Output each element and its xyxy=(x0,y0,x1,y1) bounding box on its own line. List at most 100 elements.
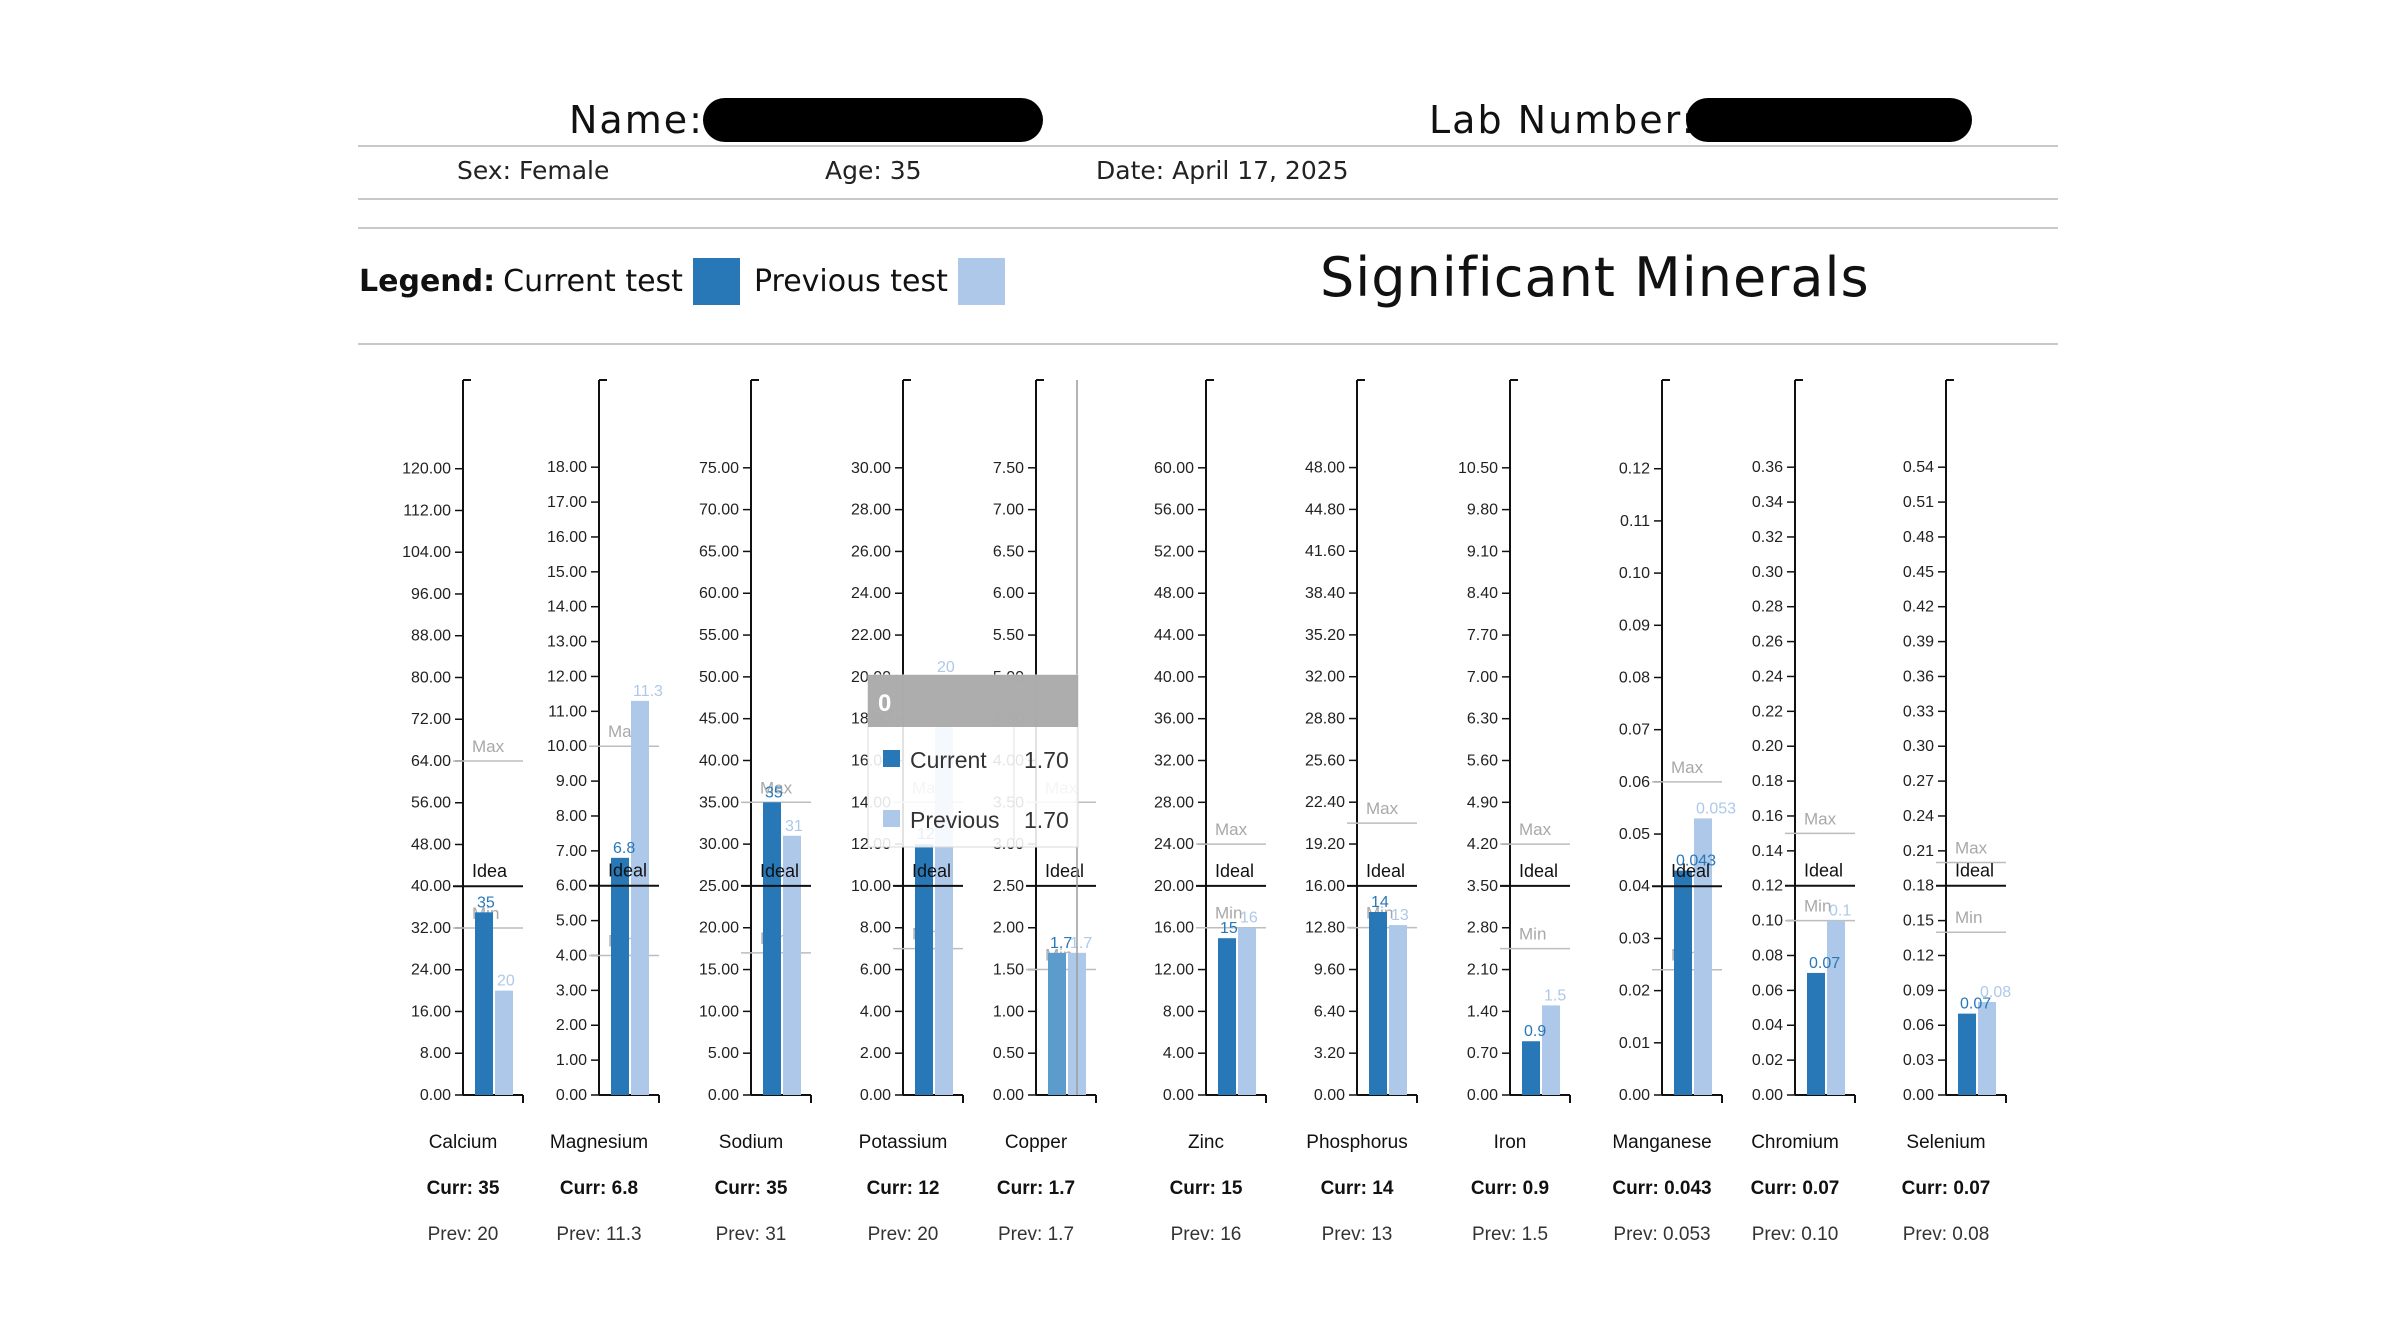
potassium-tick-label: 2.00 xyxy=(860,1045,891,1062)
magnesium-tick-label: 16.00 xyxy=(547,529,587,546)
magnesium-tick-label: 4.00 xyxy=(556,947,587,964)
iron-previous-summary: Prev: 1.5 xyxy=(1472,1224,1548,1245)
calcium-tick-label: 40.00 xyxy=(411,878,451,895)
iron-current-value: 0.9 xyxy=(1524,1023,1546,1040)
sodium-max-label: Max xyxy=(760,778,793,797)
manganese-name-label: Manganese xyxy=(1612,1132,1711,1153)
potassium-previous-value: 20 xyxy=(937,659,955,676)
zinc-tick-label: 20.00 xyxy=(1154,878,1194,895)
sodium-tick-label: 0.00 xyxy=(708,1087,739,1104)
potassium-previous-summary: Prev: 20 xyxy=(868,1224,939,1245)
sodium-name-label: Sodium xyxy=(719,1132,783,1153)
phosphorus-tick-label: 48.00 xyxy=(1305,460,1345,477)
potassium-tick-label: 0.00 xyxy=(860,1087,891,1104)
chart-title: Significant Minerals xyxy=(1320,246,1870,309)
age-field: Age: 35 xyxy=(825,156,922,185)
calcium-tick-label: 80.00 xyxy=(411,669,451,686)
iron-tick-label: 3.50 xyxy=(1467,878,1498,895)
selenium-tick-label: 0.15 xyxy=(1903,913,1934,930)
chromium-tick-label: 0.28 xyxy=(1752,599,1783,616)
selenium-current-value: 0.07 xyxy=(1960,996,1991,1013)
phosphorus-tick-label: 6.40 xyxy=(1314,1003,1345,1020)
zinc-tick-label: 8.00 xyxy=(1163,1003,1194,1020)
iron-min-label: Min xyxy=(1519,925,1546,944)
phosphorus-previous-bar xyxy=(1389,925,1407,1095)
zinc-tick-label: 4.00 xyxy=(1163,1045,1194,1062)
zinc-previous-bar xyxy=(1238,927,1256,1095)
calcium-tick-label: 0.00 xyxy=(420,1087,451,1104)
calcium-current-summary: Curr: 35 xyxy=(427,1178,500,1199)
iron-ideal-label: Ideal xyxy=(1519,861,1558,881)
chromium-tick-label: 0.18 xyxy=(1752,773,1783,790)
phosphorus-name-label: Phosphorus xyxy=(1306,1132,1407,1153)
calcium-tick-label: 16.00 xyxy=(411,1003,451,1020)
copper-tick-label: 7.50 xyxy=(993,460,1024,477)
selenium-tick-label: 0.06 xyxy=(1903,1017,1934,1034)
calcium-tick-label: 104.00 xyxy=(402,544,451,561)
selenium-tick-label: 0.54 xyxy=(1903,459,1934,476)
sodium-tick-label: 5.00 xyxy=(708,1045,739,1062)
tooltip-row-value: 1.70 xyxy=(1024,807,1069,833)
sodium-tick-label: 70.00 xyxy=(699,502,739,519)
iron-tick-label: 7.70 xyxy=(1467,627,1498,644)
calcium-current-value: 35 xyxy=(477,894,495,911)
sodium-tick-label: 65.00 xyxy=(699,543,739,560)
magnesium-tick-label: 9.00 xyxy=(556,773,587,790)
magnesium-current-value: 6.8 xyxy=(613,840,635,857)
selenium-tick-label: 0.21 xyxy=(1903,843,1934,860)
tooltip-row-label: Previous xyxy=(910,807,999,833)
manganese-tick-label: 0.01 xyxy=(1619,1035,1650,1052)
zinc-tick-label: 0.00 xyxy=(1163,1087,1194,1104)
iron-tick-label: 0.70 xyxy=(1467,1045,1498,1062)
sodium-tick-label: 20.00 xyxy=(699,920,739,937)
zinc-max-label: Max xyxy=(1215,820,1248,839)
copper-tick-label: 2.00 xyxy=(993,920,1024,937)
sodium-previous-summary: Prev: 31 xyxy=(716,1224,787,1245)
legend: Legend: Current test Previous test xyxy=(359,258,1019,305)
selenium-tick-label: 0.24 xyxy=(1903,808,1934,825)
potassium-tick-label: 8.00 xyxy=(860,920,891,937)
copper-tick-label: 2.50 xyxy=(993,878,1024,895)
zinc-tick-label: 56.00 xyxy=(1154,502,1194,519)
chromium-tick-label: 0.00 xyxy=(1752,1087,1783,1104)
magnesium-tick-label: 5.00 xyxy=(556,913,587,930)
zinc-tick-label: 60.00 xyxy=(1154,460,1194,477)
iron-tick-label: 1.40 xyxy=(1467,1003,1498,1020)
manganese-tick-label: 0.04 xyxy=(1619,878,1650,895)
zinc-name-label: Zinc xyxy=(1188,1132,1224,1153)
chromium-min-label: Min xyxy=(1804,897,1831,916)
legend-previous-label: Previous test xyxy=(753,264,948,299)
zinc-current-bar xyxy=(1218,938,1236,1095)
calcium-tick-label: 72.00 xyxy=(411,711,451,728)
selenium-tick-label: 0.45 xyxy=(1903,564,1934,581)
calcium-previous-summary: Prev: 20 xyxy=(428,1224,499,1245)
magnesium-tick-label: 10.00 xyxy=(547,738,587,755)
manganese-current-summary: Curr: 0.043 xyxy=(1612,1178,1711,1199)
magnesium-tick-label: 18.00 xyxy=(547,459,587,476)
iron-current-summary: Curr: 0.9 xyxy=(1471,1178,1549,1199)
chromium-previous-summary: Prev: 0.10 xyxy=(1752,1224,1839,1245)
manganese-tick-label: 0.11 xyxy=(1620,513,1650,530)
potassium-tick-label: 4.00 xyxy=(860,1003,891,1020)
iron-tick-label: 8.40 xyxy=(1467,585,1498,602)
legend-current-swatch xyxy=(692,258,740,305)
chromium-tick-label: 0.30 xyxy=(1752,564,1783,581)
potassium-name-label: Potassium xyxy=(859,1132,948,1153)
magnesium-tick-label: 13.00 xyxy=(547,634,587,651)
selenium-current-bar xyxy=(1958,1013,1976,1095)
calcium-name-label: Calcium xyxy=(429,1132,498,1153)
copper-tick-label: 0.50 xyxy=(993,1045,1024,1062)
chromium-tick-label: 0.14 xyxy=(1752,843,1783,860)
copper-current-summary: Curr: 1.7 xyxy=(997,1178,1075,1199)
selenium-tick-label: 0.12 xyxy=(1903,947,1934,964)
manganese-tick-label: 0.00 xyxy=(1619,1087,1650,1104)
potassium-tick-label: 10.00 xyxy=(851,878,891,895)
phosphorus-current-value: 14 xyxy=(1371,894,1389,911)
phosphorus-tick-label: 0.00 xyxy=(1314,1087,1345,1104)
magnesium-tick-label: 11.00 xyxy=(548,703,587,720)
selenium-tick-label: 0.51 xyxy=(1903,494,1934,511)
chromium-tick-label: 0.12 xyxy=(1752,878,1783,895)
calcium-tick-label: 64.00 xyxy=(411,753,451,770)
magnesium-tick-label: 17.00 xyxy=(547,494,587,511)
manganese-ideal-label: Ideal xyxy=(1671,861,1710,881)
